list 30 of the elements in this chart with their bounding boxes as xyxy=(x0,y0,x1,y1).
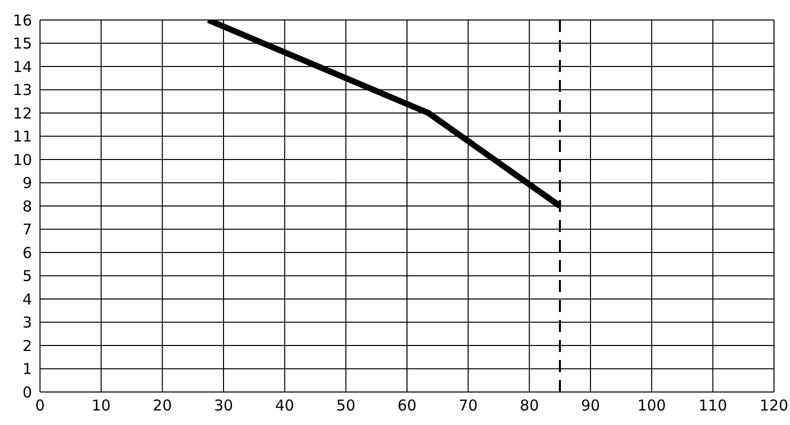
y-tick-label: 1 xyxy=(22,360,32,378)
x-tick-label: 80 xyxy=(520,396,539,415)
y-tick-label: 2 xyxy=(22,336,32,355)
x-tick-label: 20 xyxy=(152,396,172,415)
x-tick-label: 10 xyxy=(92,396,111,415)
y-tick-label: 3 xyxy=(22,314,32,332)
y-tick-label: 6 xyxy=(22,244,32,262)
y-tick-label: 12 xyxy=(12,104,32,122)
y-tick-label: 4 xyxy=(22,290,32,308)
y-tick-label: 0 xyxy=(22,383,32,402)
x-tick-label: 100 xyxy=(637,396,666,415)
x-tick-label: 110 xyxy=(698,396,728,415)
y-tick-label: 13 xyxy=(12,81,32,100)
x-tick-label: 30 xyxy=(214,396,234,415)
y-tick-label: 15 xyxy=(12,34,32,53)
x-tick-label: 70 xyxy=(458,396,478,415)
x-tick-label: 90 xyxy=(580,396,600,415)
x-tick-label: 40 xyxy=(275,396,294,415)
x-tick-label: 0 xyxy=(35,396,45,415)
x-tick-label: 120 xyxy=(760,396,788,415)
y-tick-label: 7 xyxy=(22,220,32,239)
y-tick-label: 11 xyxy=(12,128,32,146)
x-tick-label: 50 xyxy=(336,396,356,415)
y-tick-label: 14 xyxy=(12,58,32,76)
y-tick-label: 9 xyxy=(22,174,32,192)
y-tick-label: 10 xyxy=(12,150,32,169)
y-tick-label: 8 xyxy=(22,197,32,216)
y-tick-label: 5 xyxy=(22,267,32,286)
y-tick-label: 16 xyxy=(12,11,32,30)
x-tick-label: 60 xyxy=(397,396,417,415)
